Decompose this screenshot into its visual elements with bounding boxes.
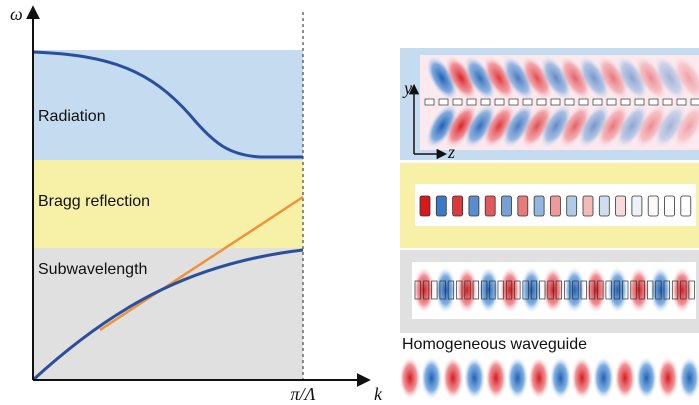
grating-element bbox=[677, 99, 686, 105]
grating-element bbox=[593, 99, 602, 105]
figure: ω k π/Λ Radiation Bragg reflection Subwa… bbox=[0, 0, 699, 405]
grating-element bbox=[635, 99, 644, 105]
grating-element bbox=[518, 196, 528, 216]
y-axis-label: ω bbox=[10, 4, 23, 24]
inset-z-label: z bbox=[447, 142, 455, 162]
grating-element bbox=[567, 196, 577, 216]
grating-element bbox=[616, 196, 626, 216]
grating-element bbox=[495, 99, 504, 105]
grating-element bbox=[436, 196, 446, 216]
grating-element bbox=[469, 196, 479, 216]
grating-element bbox=[485, 196, 495, 216]
grating-element bbox=[502, 196, 512, 216]
grating-element bbox=[523, 99, 532, 105]
grating-element bbox=[663, 99, 672, 105]
grating-element bbox=[632, 196, 642, 216]
inset-y-label: y bbox=[402, 78, 412, 98]
region-label: Subwavelength bbox=[38, 261, 147, 278]
grating-element bbox=[537, 99, 546, 105]
grating-element bbox=[534, 196, 544, 216]
grating-element bbox=[467, 99, 476, 105]
x-mark-label: π/Λ bbox=[291, 384, 316, 404]
grating-element bbox=[565, 99, 574, 105]
radiation-region bbox=[33, 50, 303, 160]
grating-element bbox=[551, 99, 560, 105]
field-lobe bbox=[507, 356, 529, 400]
x-axis-label: k bbox=[374, 384, 383, 404]
field-lobe bbox=[464, 356, 486, 400]
grating-element bbox=[691, 99, 699, 105]
grating-element bbox=[681, 196, 691, 216]
field-lobe bbox=[585, 266, 607, 314]
field-lobe bbox=[550, 356, 572, 400]
grating-element bbox=[439, 99, 448, 105]
grating-element bbox=[579, 99, 588, 105]
field-lobe bbox=[442, 356, 464, 400]
grating-element bbox=[649, 99, 658, 105]
radiation-field bbox=[419, 49, 699, 154]
grating-element bbox=[509, 99, 518, 105]
field-lobe bbox=[636, 356, 658, 400]
field-lobe bbox=[671, 266, 693, 314]
grating-element bbox=[583, 196, 593, 216]
grating-element bbox=[453, 99, 462, 105]
grating-element bbox=[420, 196, 430, 216]
field-lobe bbox=[499, 266, 521, 314]
region-label: Radiation bbox=[38, 108, 106, 125]
grating-element bbox=[453, 196, 463, 216]
grating-element bbox=[599, 196, 609, 216]
field-lobe bbox=[614, 356, 636, 400]
field-lobe bbox=[485, 356, 507, 400]
field-lobe bbox=[564, 266, 586, 314]
field-lobe bbox=[571, 356, 593, 400]
field-lobe bbox=[399, 356, 421, 400]
panel-label: Homogeneous waveguide bbox=[402, 336, 587, 353]
homogeneous-field bbox=[399, 356, 699, 400]
field-lobe bbox=[456, 266, 478, 314]
field-lobe bbox=[679, 356, 699, 400]
grating-element bbox=[425, 99, 434, 105]
grating-element bbox=[607, 99, 616, 105]
field-lobe bbox=[478, 266, 500, 314]
grating-element bbox=[550, 196, 560, 216]
field-lobe bbox=[607, 266, 629, 314]
field-lobe bbox=[657, 356, 679, 400]
region-label: Bragg reflection bbox=[38, 193, 150, 210]
grating-element bbox=[665, 196, 675, 216]
bragg-field bbox=[420, 196, 691, 216]
grating-element bbox=[481, 99, 490, 105]
field-lobe bbox=[528, 356, 550, 400]
field-lobe bbox=[421, 356, 443, 400]
grating-element bbox=[648, 196, 658, 216]
grating-element bbox=[621, 99, 630, 105]
field-lobe bbox=[593, 356, 615, 400]
